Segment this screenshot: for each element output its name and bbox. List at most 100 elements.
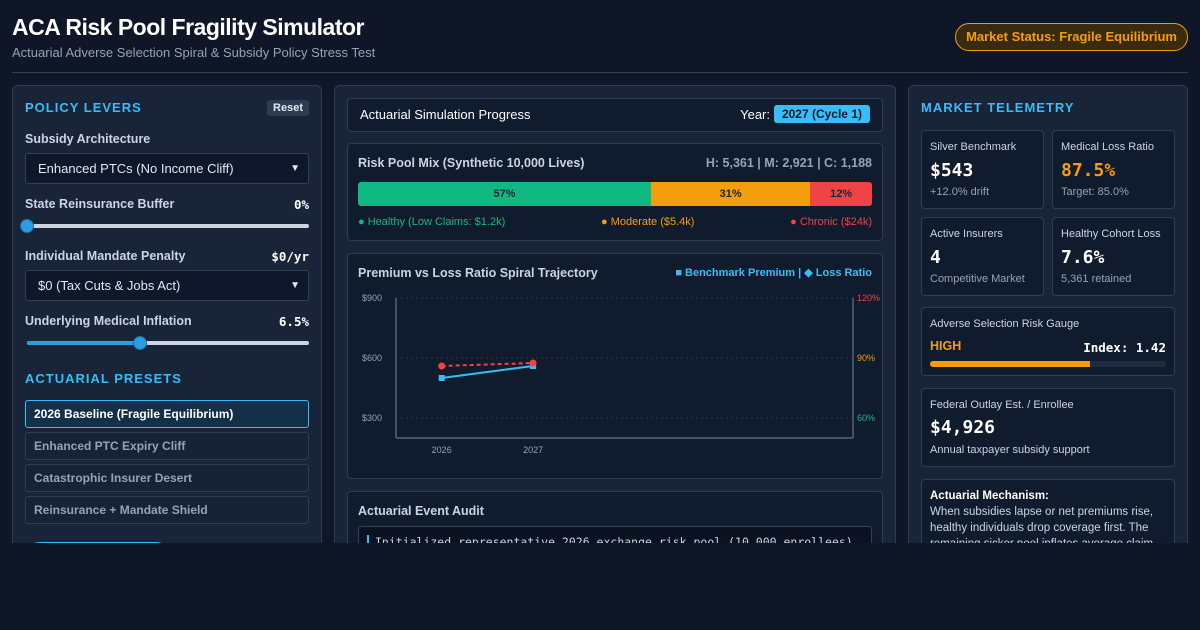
slider-thumb[interactable]: [133, 336, 147, 350]
mix-counts: H: 5,361 | M: 2,921 | C: 1,188: [705, 156, 872, 170]
presets-title: ACTUARIAL PRESETS: [25, 371, 182, 386]
gauge-label: Adverse Selection Risk Gauge: [930, 318, 1080, 330]
year-label: Year:: [740, 107, 770, 122]
risk-mix-bar: 57% 31% 12%: [358, 182, 872, 206]
chevron-down-icon: ▼: [290, 280, 300, 291]
y-left-tick-label: $900: [362, 293, 382, 303]
metric-loss-ratio: Medical Loss Ratio 87.5% Target: 85.0%: [1052, 130, 1175, 209]
gauge-index: Index: 1.42: [1083, 340, 1166, 355]
preset-ptc-expiry[interactable]: Enhanced PTC Expiry Cliff: [25, 432, 309, 460]
metric-value: 4: [930, 247, 941, 268]
mandate-label: Individual Mandate Penalty: [25, 249, 186, 263]
outlay-label: Federal Outlay Est. / Enrollee: [930, 399, 1074, 411]
preset-baseline[interactable]: 2026 Baseline (Fragile Equilibrium): [25, 400, 309, 428]
simulation-panel: Actuarial Simulation Progress Year: 2027…: [334, 85, 896, 543]
gauge-level: HIGH: [930, 339, 962, 353]
outlay-sub: Annual taxpayer subsidy support: [930, 444, 1090, 456]
mix-segment-moderate: 31%: [650, 182, 811, 206]
metric-sub: 5,361 retained: [1061, 273, 1132, 285]
subsidy-label: Subsidy Architecture: [25, 132, 151, 146]
reinsurance-label: State Reinsurance Buffer: [25, 197, 175, 211]
mix-segment-healthy: 57%: [358, 182, 651, 206]
y-right-tick-label: 60%: [857, 413, 875, 423]
risk-pool-mix-card: Risk Pool Mix (Synthetic 10,000 Lives) H…: [347, 143, 883, 241]
subsidy-select-value: Enhanced PTCs (No Income Cliff): [38, 161, 234, 176]
progress-label: Actuarial Simulation Progress: [360, 107, 531, 122]
metric-label: Healthy Cohort Loss: [1061, 228, 1161, 240]
simulation-progress-bar: Actuarial Simulation Progress Year: 2027…: [347, 98, 883, 132]
mechanism-card: Actuarial Mechanism: When subsidies laps…: [921, 479, 1175, 543]
metric-label: Medical Loss Ratio: [1061, 141, 1154, 153]
inflation-slider[interactable]: [27, 336, 309, 350]
slider-track: [27, 224, 309, 228]
event-audit-card: Actuarial Event Audit Initialized repres…: [347, 491, 883, 543]
mandate-select-value: $0 (Tax Cuts & Jobs Act): [38, 278, 181, 293]
run-simulation-button[interactable]: [25, 542, 171, 543]
metric-value: 7.6%: [1061, 247, 1105, 268]
reset-button[interactable]: Reset: [267, 100, 309, 116]
page-subtitle: Actuarial Adverse Selection Spiral & Sub…: [12, 45, 376, 60]
legend-moderate: ● Moderate ($5.4k): [601, 216, 695, 228]
loss-ratio-line: [441, 362, 534, 367]
audit-log: Initialized representative 2026 exchange…: [358, 526, 872, 543]
mix-segment-chronic: 12%: [810, 182, 872, 206]
audit-log-entry: Initialized representative 2026 exchange…: [367, 535, 860, 543]
legend-chronic: ● Chronic ($24k): [790, 216, 872, 228]
mechanism-body: When subsidies lapse or net premiums ris…: [930, 506, 1154, 543]
inflation-label: Underlying Medical Inflation: [25, 314, 192, 328]
federal-outlay-card: Federal Outlay Est. / Enrollee $4,926 An…: [921, 388, 1175, 467]
metric-value: $543: [930, 160, 974, 181]
preset-reinsurance-shield[interactable]: Reinsurance + Mandate Shield: [25, 496, 309, 524]
inflation-value: 6.5%: [278, 314, 309, 329]
loss-ratio-point: [529, 359, 537, 367]
spiral-chart: $900 $600 $300 120% 90% 60% 2026 2027: [362, 293, 880, 455]
market-telemetry-panel: MARKET TELEMETRY Silver Benchmark $543 +…: [908, 85, 1188, 543]
metric-value: 87.5%: [1061, 160, 1116, 181]
subsidy-select[interactable]: Enhanced PTCs (No Income Cliff) ▼: [25, 153, 309, 184]
y-right-tick-label: 120%: [857, 293, 880, 303]
preset-insurer-desert[interactable]: Catastrophic Insurer Desert: [25, 464, 309, 492]
mechanism-title: Actuarial Mechanism:: [930, 490, 1049, 502]
y-right-tick-label: 90%: [857, 353, 875, 363]
mandate-select[interactable]: $0 (Tax Cuts & Jobs Act) ▼: [25, 270, 309, 301]
metric-label: Active Insurers: [930, 228, 1003, 240]
slider-track: [27, 341, 309, 345]
reinsurance-value: 0%: [293, 197, 309, 212]
y-left-tick-label: $300: [362, 413, 382, 423]
mix-legend: ● Healthy (Low Claims: $1.2k) ● Moderate…: [358, 216, 872, 230]
market-status-badge: Market Status: Fragile Equilibrium: [955, 23, 1188, 51]
x-tick-label: 2027: [523, 445, 543, 455]
mechanism-text: Actuarial Mechanism: When subsidies laps…: [930, 488, 1170, 543]
spiral-chart-card: Premium vs Loss Ratio Spiral Trajectory …: [347, 253, 883, 479]
benchmark-premium-line: [441, 365, 534, 379]
metric-sub: +12.0% drift: [930, 186, 990, 198]
outlay-value: $4,926: [930, 417, 996, 438]
gauge-fill: [930, 361, 1091, 367]
metric-healthy-loss: Healthy Cohort Loss 7.6% 5,361 retained: [1052, 217, 1175, 296]
page-title: ACA Risk Pool Fragility Simulator: [12, 14, 364, 40]
x-tick-label: 2026: [432, 445, 452, 455]
metric-sub: Competitive Market: [930, 273, 1025, 285]
chart-legend: ■ Benchmark Premium | ◆ Loss Ratio: [675, 267, 872, 279]
metric-silver-benchmark: Silver Benchmark $543 +12.0% drift: [921, 130, 1044, 209]
risk-gauge-card: Adverse Selection Risk Gauge HIGH Index:…: [921, 307, 1175, 376]
chart-title: Premium vs Loss Ratio Spiral Trajectory: [358, 266, 598, 280]
mandate-value: $0/yr: [271, 249, 309, 264]
policy-levers-panel: POLICY LEVERS Reset Subsidy Architecture…: [12, 85, 322, 543]
benchmark-premium-point: [438, 375, 445, 381]
metric-label: Silver Benchmark: [930, 141, 1017, 153]
metric-active-insurers: Active Insurers 4 Competitive Market: [921, 217, 1044, 296]
metric-sub: Target: 85.0%: [1061, 186, 1129, 198]
gauge-track: [930, 361, 1166, 367]
y-left-tick-label: $600: [362, 353, 382, 363]
year-badge: 2027 (Cycle 1): [773, 105, 870, 123]
chevron-down-icon: ▼: [290, 163, 300, 174]
page-header: ACA Risk Pool Fragility Simulator Actuar…: [12, 12, 1188, 73]
reinsurance-slider[interactable]: [20, 219, 309, 233]
loss-ratio-point: [438, 362, 446, 370]
policy-levers-title: POLICY LEVERS: [25, 100, 142, 115]
telemetry-title: MARKET TELEMETRY: [921, 100, 1075, 115]
slider-thumb[interactable]: [20, 219, 34, 233]
mix-title: Risk Pool Mix (Synthetic 10,000 Lives): [358, 156, 585, 170]
audit-title: Actuarial Event Audit: [358, 504, 484, 518]
